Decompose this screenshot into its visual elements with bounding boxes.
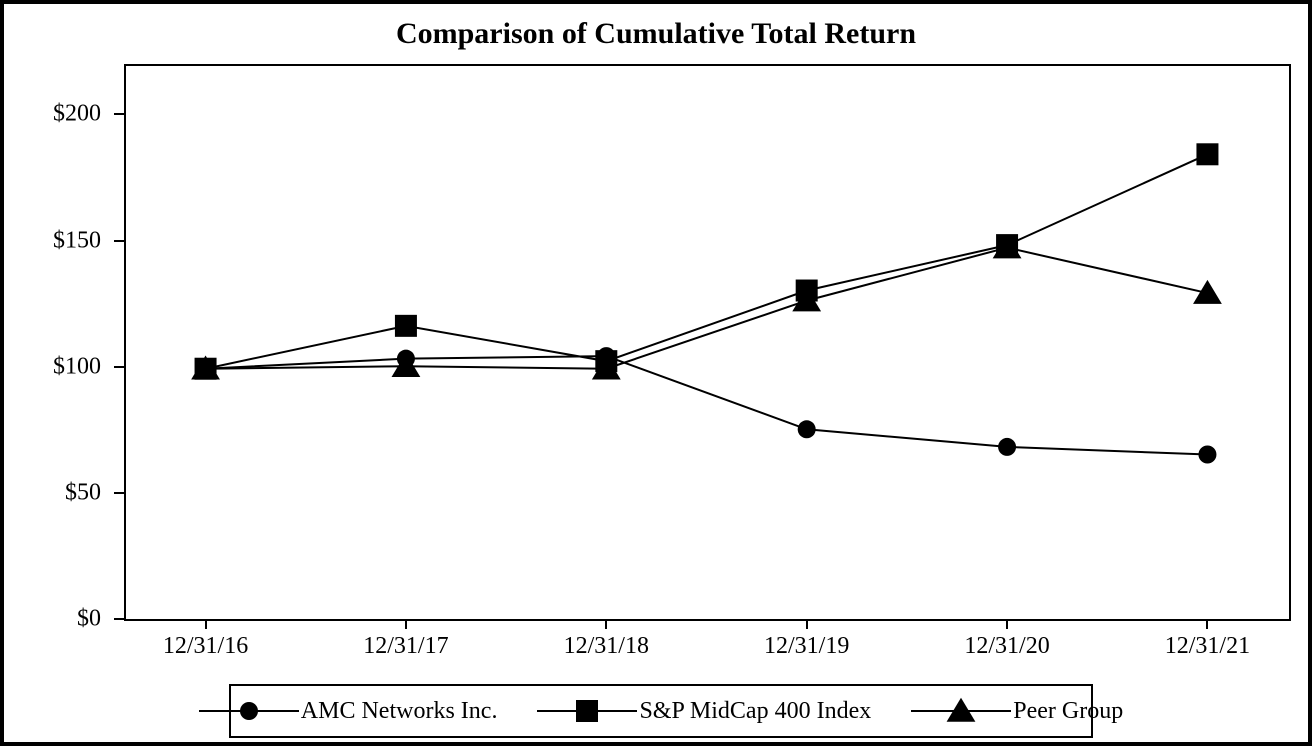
series-marker <box>998 438 1016 456</box>
legend-label: AMC Networks Inc. <box>301 698 498 725</box>
x-tick-label: 12/31/19 <box>764 633 849 660</box>
y-tick-label: $150 <box>53 227 101 254</box>
legend-item: AMC Networks Inc. <box>199 696 498 726</box>
y-tick-label: $50 <box>65 479 101 506</box>
series-line <box>206 356 1208 454</box>
x-tick-label: 12/31/21 <box>1165 633 1250 660</box>
legend-sample-icon <box>537 696 637 726</box>
series-marker <box>395 315 417 337</box>
legend-sample-icon <box>911 696 1011 726</box>
series-line <box>206 248 1208 369</box>
series-marker <box>1196 143 1218 165</box>
legend-sample-icon <box>199 696 299 726</box>
series-marker <box>1193 280 1222 304</box>
x-tick-mark <box>1206 619 1208 629</box>
series-line <box>206 154 1208 368</box>
x-tick-mark <box>806 619 808 629</box>
y-tick-mark <box>114 366 124 368</box>
y-tick-mark <box>114 618 124 620</box>
plot-area <box>124 64 1291 621</box>
legend-label: S&P MidCap 400 Index <box>639 698 871 725</box>
legend: AMC Networks Inc.S&P MidCap 400 IndexPee… <box>229 684 1093 738</box>
x-tick-mark <box>605 619 607 629</box>
series-svg <box>124 66 1289 621</box>
x-tick-label: 12/31/20 <box>964 633 1049 660</box>
x-tick-mark <box>1006 619 1008 629</box>
x-tick-label: 12/31/17 <box>363 633 448 660</box>
x-tick-label: 12/31/16 <box>163 633 248 660</box>
y-tick-label: $100 <box>53 353 101 380</box>
y-tick-label: $0 <box>77 606 101 633</box>
chart-title: Comparison of Cumulative Total Return <box>4 4 1308 64</box>
legend-label: Peer Group <box>1013 698 1123 725</box>
series-marker <box>1198 446 1216 464</box>
y-tick-mark <box>114 240 124 242</box>
series-marker <box>798 420 816 438</box>
y-tick-label: $200 <box>53 101 101 128</box>
x-tick-mark <box>405 619 407 629</box>
x-tick-label: 12/31/18 <box>564 633 649 660</box>
y-tick-mark <box>114 492 124 494</box>
x-tick-mark <box>205 619 207 629</box>
legend-item: Peer Group <box>911 696 1123 726</box>
series-marker <box>392 353 421 377</box>
chart-frame: Comparison of Cumulative Total Return $0… <box>0 0 1312 746</box>
legend-item: S&P MidCap 400 Index <box>537 696 871 726</box>
y-tick-mark <box>114 113 124 115</box>
